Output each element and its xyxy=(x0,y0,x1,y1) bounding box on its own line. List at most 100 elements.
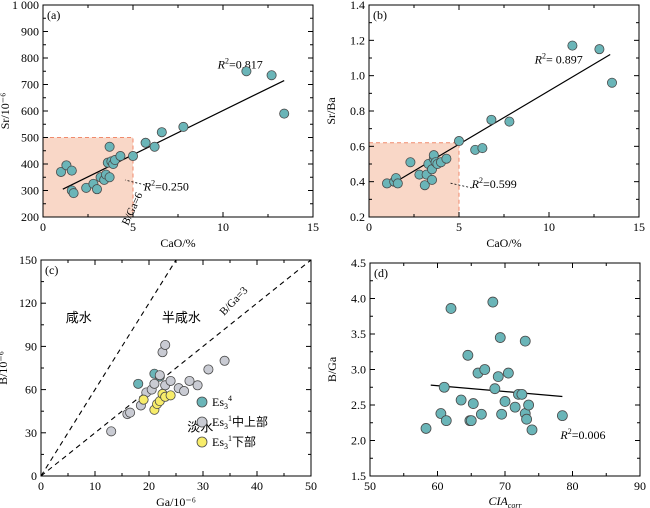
superscript: 2 xyxy=(225,57,229,66)
data-point xyxy=(92,184,103,195)
series-0 xyxy=(420,296,568,436)
r-squared-value: = 0.897 xyxy=(546,52,583,66)
x-tick-label: 50 xyxy=(364,479,376,493)
data-point xyxy=(440,415,452,427)
y-tick-label: 400 xyxy=(21,157,39,171)
x-tick-label: 15 xyxy=(633,220,645,234)
y-tick-label: 0.8 xyxy=(350,104,365,118)
legend-label-sup: 4 xyxy=(228,394,232,403)
legend-label-base: Es xyxy=(212,435,224,449)
r-squared-value: =0.250 xyxy=(155,180,189,194)
x-tick-label: 20 xyxy=(143,479,155,493)
x-axis-label: Ga/10⁻⁶ xyxy=(156,495,196,508)
x-tick-label: 15 xyxy=(307,220,319,234)
y-tick-label: 1.2 xyxy=(350,33,365,47)
data-point xyxy=(115,151,126,162)
panel-label: (b) xyxy=(373,8,387,22)
panel-c: B/Ga=6B/Ga=30 10 20 30 40 500306090120150Ga/1… xyxy=(0,190,317,508)
legend-label-sup: 1 xyxy=(228,434,232,443)
x-tick-label: 5 xyxy=(456,220,462,234)
superscript: 2 xyxy=(568,427,572,436)
data-point xyxy=(56,166,67,177)
panel-label: (c) xyxy=(45,263,58,277)
r-symbol: R xyxy=(534,52,543,66)
y-tick-label: 90 xyxy=(25,339,37,353)
data-point xyxy=(165,375,176,386)
data-point xyxy=(179,386,190,397)
x-tick-label: 90 xyxy=(634,479,646,493)
data-point xyxy=(523,399,535,411)
data-point xyxy=(203,364,214,375)
x-tick-label: 60 xyxy=(432,479,444,493)
data-point xyxy=(504,116,515,127)
data-point xyxy=(519,335,531,347)
x-tick-label: 50 xyxy=(305,479,317,493)
x-tick-label: 0 xyxy=(366,220,372,234)
data-point xyxy=(127,151,138,162)
y-axis-label: Sr/Ba xyxy=(324,97,338,125)
data-point xyxy=(140,137,151,148)
data-point xyxy=(438,381,450,393)
data-point xyxy=(487,296,499,308)
y-tick-label: 120 xyxy=(19,296,37,310)
data-point xyxy=(502,367,514,379)
data-point xyxy=(405,157,416,168)
reference-line xyxy=(41,260,311,476)
x-axis-label-sub: corr xyxy=(508,501,523,508)
region-label: 咸水 xyxy=(66,310,92,325)
data-point xyxy=(160,339,171,350)
data-point xyxy=(192,380,203,391)
data-point xyxy=(567,40,578,51)
data-point xyxy=(516,388,528,400)
x-tick-label: 40 xyxy=(251,479,263,493)
y-axis-label: B/10⁻⁶ xyxy=(0,351,10,385)
y-tick-label: 0.6 xyxy=(350,139,365,153)
y-tick-label: 150 xyxy=(19,253,37,267)
y-tick-label: 300 xyxy=(21,184,39,198)
y-tick-label: 4.0 xyxy=(351,292,366,306)
panel-label: (d) xyxy=(374,266,388,280)
legend-label: Es34 xyxy=(212,394,232,411)
data-point xyxy=(486,114,497,125)
reference-line-label: B/Ga=3 xyxy=(218,284,251,318)
y-tick-label: 1.0 xyxy=(350,69,365,83)
x-tick-label: 10 xyxy=(543,220,555,234)
y-tick-label: 2.5 xyxy=(351,398,366,412)
data-point xyxy=(104,172,115,183)
data-point xyxy=(455,394,467,406)
x-tick-label: 0 xyxy=(38,479,44,493)
legend-label-sup: 1 xyxy=(228,414,232,423)
data-point xyxy=(156,127,167,138)
legend-label: Es31下部 xyxy=(212,434,256,451)
r-squared-annotation: R2= 0.897 xyxy=(534,51,583,66)
superscript: 2 xyxy=(151,179,155,188)
y-axis-label: B/Ga xyxy=(325,356,339,382)
y-tick-label: 1 000 xyxy=(12,0,39,12)
data-point xyxy=(509,401,521,413)
data-point xyxy=(178,121,189,132)
x-tick-label: 30 xyxy=(197,479,209,493)
y-tick-label: 900 xyxy=(21,25,39,39)
data-point xyxy=(426,174,437,185)
data-point xyxy=(526,424,538,436)
y-axis-label: Sr/10⁻⁶ xyxy=(0,93,12,130)
legend-label-sub: 3 xyxy=(224,422,228,431)
x-tick-label: 70 xyxy=(499,479,511,493)
data-point xyxy=(149,141,160,152)
legend-marker xyxy=(196,396,208,408)
legend-marker xyxy=(196,416,208,428)
y-tick-label: 600 xyxy=(21,104,39,118)
panel-label: (a) xyxy=(47,8,60,22)
legend-label-sub: 3 xyxy=(224,402,228,411)
data-point xyxy=(133,378,144,389)
annotation-pointer xyxy=(124,179,146,186)
series-1 xyxy=(106,339,230,437)
series-0 xyxy=(381,40,618,191)
y-tick-label: 500 xyxy=(21,131,39,145)
panel-d: 50 60 70 80 90 1.5 2.0 2.5 3.0 3.5 4.0 4.5 CIAcorr B/… xyxy=(325,256,646,508)
y-tick-label: 0 xyxy=(31,469,37,483)
trend-line xyxy=(62,79,285,190)
data-point xyxy=(479,364,491,375)
data-point xyxy=(104,141,115,152)
panel-b: 0 5 10 15 0.2 0.4 0.6 0.8 1.0 1.2 1.4 CaO/% Sr/Ba (b)… xyxy=(324,0,645,250)
